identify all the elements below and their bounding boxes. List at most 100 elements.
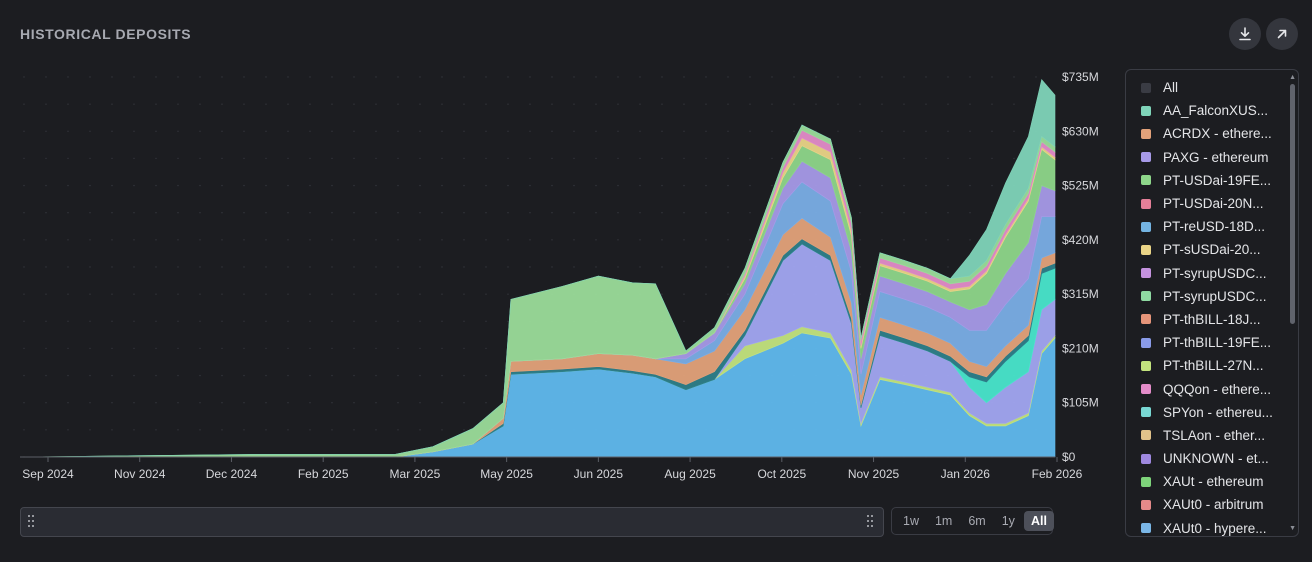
- legend-swatch: [1141, 337, 1151, 348]
- x-tick-label: Dec 2024: [206, 467, 258, 481]
- chart-areas: [19, 78, 1056, 458]
- legend-item[interactable]: PT-reUSD-18D...: [1126, 215, 1286, 238]
- expand-button[interactable]: [1266, 18, 1298, 50]
- legend-swatch: [1141, 105, 1151, 116]
- y-tick-label: $420M: [1062, 233, 1099, 247]
- legend-swatch: [1141, 430, 1151, 441]
- legend-label: XAUt0 - arbitrum: [1163, 497, 1264, 513]
- legend-label: PT-syrupUSDC...: [1163, 288, 1267, 304]
- legend-label: PT-thBILL-19FE...: [1163, 335, 1272, 351]
- legend-swatch: [1141, 384, 1151, 395]
- range-button-all[interactable]: All: [1023, 511, 1054, 531]
- x-tick-label: Nov 2025: [848, 467, 900, 481]
- legend-label: UNKNOWN - et...: [1163, 451, 1269, 467]
- scroll-up-icon[interactable]: ▲: [1289, 74, 1296, 81]
- x-tick-label: Jan 2026: [941, 467, 991, 481]
- legend-item[interactable]: PT-sUSDai-20...: [1126, 238, 1286, 261]
- legend-item[interactable]: All: [1126, 76, 1286, 99]
- legend-item[interactable]: XAUt - ethereum: [1126, 470, 1286, 493]
- y-tick-label: $315M: [1062, 287, 1099, 301]
- legend-swatch: [1141, 453, 1151, 464]
- stacked-area-chart: Sep 2024 Nov 2024 Dec 2024 Feb 2025 Mar 2025…: [19, 70, 1099, 481]
- legend-item[interactable]: PT-syrupUSDC...: [1126, 285, 1286, 308]
- legend-item[interactable]: UNKNOWN - et...: [1126, 447, 1286, 470]
- x-tick-label: Nov 2024: [114, 467, 166, 481]
- legend-item[interactable]: PT-thBILL-18J...: [1126, 308, 1286, 331]
- legend-swatch: [1141, 128, 1151, 139]
- legend-label: XAUt0 - hypere...: [1163, 520, 1267, 536]
- x-tick-label: May 2025: [480, 467, 533, 481]
- legend-label: ACRDX - ethere...: [1163, 126, 1272, 142]
- arrow-up-right-icon: [1277, 29, 1287, 39]
- legend-item[interactable]: PT-thBILL-19FE...: [1126, 331, 1286, 354]
- legend-swatch: [1141, 407, 1151, 418]
- range-button-6m[interactable]: 6m: [968, 514, 986, 528]
- range-button-1m[interactable]: 1m: [934, 514, 953, 528]
- range-start-handle[interactable]: [28, 515, 36, 527]
- legend-swatch: [1141, 476, 1151, 487]
- legend-label: All: [1163, 80, 1179, 96]
- legend-item[interactable]: AA_FalconXUS...: [1126, 99, 1286, 122]
- date-range-slider[interactable]: [20, 507, 884, 537]
- legend-swatch: [1141, 268, 1151, 279]
- chart-title: HISTORICAL DEPOSITS: [20, 26, 192, 42]
- legend-label: TSLAon - ether...: [1163, 427, 1266, 443]
- legend-item[interactable]: PT-thBILL-27N...: [1126, 354, 1286, 377]
- legend-item[interactable]: XAUt0 - arbitrum: [1126, 493, 1286, 516]
- legend-label: XAUt - ethereum: [1163, 474, 1264, 490]
- y-tick-label: $525M: [1062, 179, 1099, 193]
- legend-swatch: [1141, 82, 1151, 93]
- legend-item[interactable]: SPYon - ethereu...: [1126, 401, 1286, 424]
- scroll-down-icon[interactable]: ▼: [1289, 525, 1296, 532]
- legend-label: PT-thBILL-27N...: [1163, 358, 1264, 374]
- y-tick-label: $0: [1062, 450, 1076, 464]
- legend-scrollbar[interactable]: [1290, 84, 1295, 324]
- x-tick-label: Sep 2024: [22, 467, 74, 481]
- range-button-group: 1w 1m 6m 1y All: [891, 507, 1054, 535]
- x-tick-label: Oct 2025: [757, 467, 806, 481]
- legend-item[interactable]: ACRDX - ethere...: [1126, 122, 1286, 145]
- y-tick-label: $630M: [1062, 124, 1099, 138]
- legend-swatch: [1141, 198, 1151, 209]
- download-button[interactable]: [1229, 18, 1261, 50]
- legend-swatch: [1141, 523, 1151, 534]
- legend-item[interactable]: PT-syrupUSDC...: [1126, 262, 1286, 285]
- legend-item[interactable]: QQQon - ethere...: [1126, 377, 1286, 400]
- download-icon: [1239, 27, 1251, 41]
- legend-label: PT-reUSD-18D...: [1163, 219, 1266, 235]
- legend-swatch: [1141, 360, 1151, 371]
- x-tick-label: Feb 2025: [298, 467, 349, 481]
- legend-label: PAXG - ethereum: [1163, 149, 1269, 165]
- legend-item[interactable]: TSLAon - ether...: [1126, 424, 1286, 447]
- legend-item[interactable]: PT-USDai-19FE...: [1126, 169, 1286, 192]
- x-tick-label: Feb 2026: [1032, 467, 1083, 481]
- area-series-12: [19, 78, 1056, 458]
- legend-label: QQQon - ethere...: [1163, 381, 1272, 397]
- x-tick-label: Aug 2025: [664, 467, 716, 481]
- range-end-handle[interactable]: [867, 515, 875, 527]
- legend-item[interactable]: PT-USDai-20N...: [1126, 192, 1286, 215]
- legend-swatch: [1141, 499, 1151, 510]
- legend-item[interactable]: PAXG - ethereum: [1126, 146, 1286, 169]
- legend-label: PT-thBILL-18J...: [1163, 311, 1261, 327]
- chart-legend: All AA_FalconXUS... ACRDX - ethere... PAXG …: [1125, 69, 1299, 537]
- legend-swatch: [1141, 221, 1151, 232]
- legend-label: PT-USDai-19FE...: [1163, 172, 1272, 188]
- legend-list: All AA_FalconXUS... ACRDX - ethere... PAXG …: [1126, 76, 1286, 536]
- range-button-1y[interactable]: 1y: [1001, 514, 1015, 528]
- legend-item[interactable]: XAUt0 - hypere...: [1126, 517, 1286, 536]
- y-tick-label: $210M: [1062, 341, 1099, 355]
- legend-swatch: [1141, 244, 1151, 255]
- range-button-1w[interactable]: 1w: [903, 514, 919, 528]
- legend-swatch: [1141, 291, 1151, 302]
- legend-swatch: [1141, 314, 1151, 325]
- chart-axes: Sep 2024 Nov 2024 Dec 2024 Feb 2025 Mar 2025…: [20, 70, 1099, 481]
- x-tick-label: Mar 2025: [390, 467, 441, 481]
- legend-label: PT-USDai-20N...: [1163, 196, 1264, 212]
- y-tick-label: $735M: [1062, 70, 1099, 84]
- legend-swatch: [1141, 175, 1151, 186]
- y-tick-label: $105M: [1062, 396, 1099, 410]
- legend-label: PT-syrupUSDC...: [1163, 265, 1267, 281]
- legend-swatch: [1141, 152, 1151, 163]
